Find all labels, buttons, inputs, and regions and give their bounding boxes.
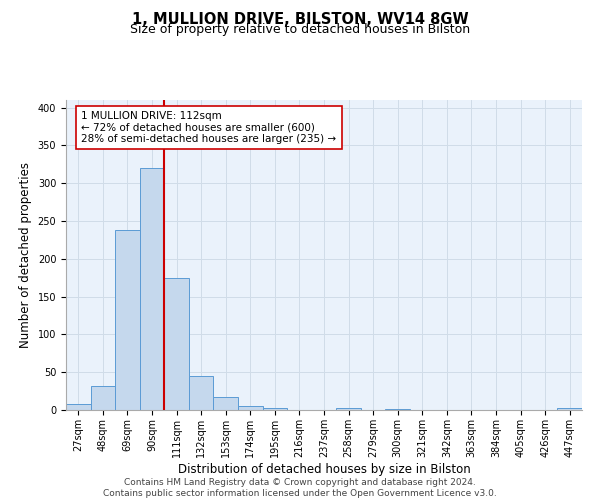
Text: 1 MULLION DRIVE: 112sqm
← 72% of detached houses are smaller (600)
28% of semi-d: 1 MULLION DRIVE: 112sqm ← 72% of detache… — [82, 111, 337, 144]
Bar — [189, 376, 214, 410]
Bar — [164, 278, 189, 410]
Y-axis label: Number of detached properties: Number of detached properties — [19, 162, 32, 348]
Text: Size of property relative to detached houses in Bilston: Size of property relative to detached ho… — [130, 22, 470, 36]
Bar — [263, 408, 287, 410]
X-axis label: Distribution of detached houses by size in Bilston: Distribution of detached houses by size … — [178, 462, 470, 475]
Bar — [557, 408, 582, 410]
Text: 1, MULLION DRIVE, BILSTON, WV14 8GW: 1, MULLION DRIVE, BILSTON, WV14 8GW — [131, 12, 469, 28]
Bar — [214, 397, 238, 410]
Bar — [336, 408, 361, 410]
Text: Contains HM Land Registry data © Crown copyright and database right 2024.
Contai: Contains HM Land Registry data © Crown c… — [103, 478, 497, 498]
Bar — [385, 409, 410, 410]
Bar — [140, 168, 164, 410]
Bar — [66, 404, 91, 410]
Bar — [91, 386, 115, 410]
Bar — [238, 406, 263, 410]
Bar — [115, 230, 140, 410]
